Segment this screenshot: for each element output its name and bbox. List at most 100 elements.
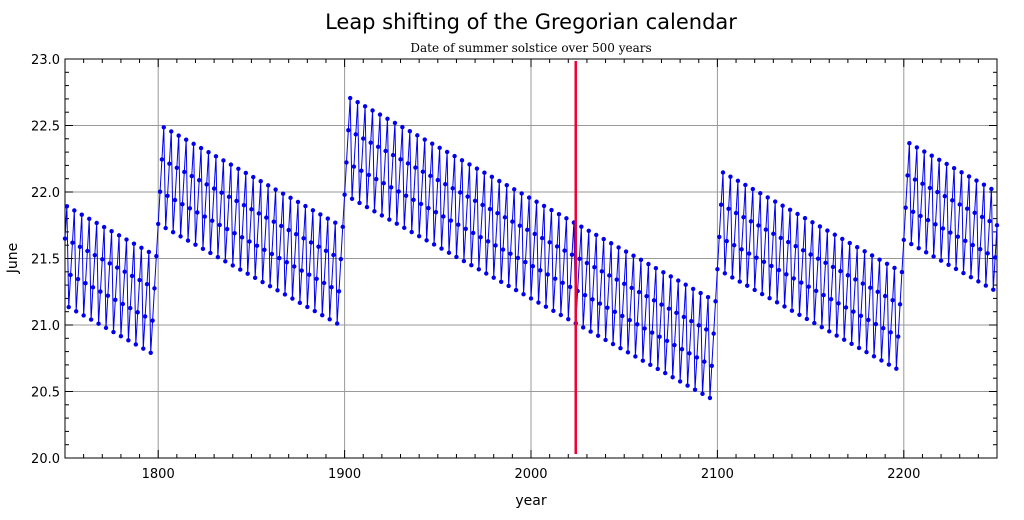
data-point: [433, 210, 439, 215]
data-point: [467, 162, 472, 167]
data-point: [886, 362, 892, 367]
data-point: [165, 193, 170, 199]
data-point: [381, 181, 386, 186]
data-point: [920, 181, 925, 186]
data-point: [379, 213, 385, 218]
data-point: [567, 284, 573, 290]
data-point: [683, 282, 688, 287]
data-point: [362, 104, 368, 109]
data-point: [275, 288, 280, 293]
data-point: [711, 331, 716, 336]
data-point: [752, 287, 757, 293]
data-point: [748, 219, 754, 224]
data-point: [495, 211, 500, 216]
data-point: [148, 350, 153, 355]
data-point: [405, 161, 411, 166]
data-point: [77, 244, 83, 250]
data-point: [264, 215, 269, 220]
data-point: [737, 279, 742, 284]
data-point: [396, 189, 401, 194]
data-point: [827, 329, 832, 334]
data-point: [105, 293, 111, 298]
data-point: [888, 330, 893, 335]
data-point: [780, 203, 785, 208]
data-point: [526, 195, 532, 200]
data-point: [955, 234, 961, 239]
data-point: [340, 224, 345, 230]
data-point: [530, 263, 536, 269]
data-point: [715, 266, 720, 272]
data-point: [366, 172, 372, 178]
data-point: [109, 229, 114, 234]
data-point: [991, 287, 996, 292]
data-point: [629, 285, 634, 291]
data-point: [538, 268, 543, 273]
data-point: [635, 322, 640, 327]
data-point: [735, 178, 741, 183]
data-point: [659, 302, 664, 307]
data-point: [767, 295, 772, 301]
data-point: [562, 248, 567, 253]
data-point: [554, 244, 560, 249]
data-point: [789, 308, 795, 313]
data-point: [838, 268, 843, 274]
data-point: [128, 305, 133, 311]
data-point: [569, 252, 575, 257]
data-point: [197, 178, 202, 183]
data-point: [625, 350, 631, 355]
data-point: [251, 174, 256, 180]
data-point: [718, 202, 724, 207]
data-point: [927, 185, 933, 191]
data-point: [400, 124, 405, 130]
data-point: [485, 239, 491, 244]
data-point: [258, 179, 263, 184]
data-point: [806, 284, 811, 289]
data-point: [508, 251, 513, 256]
data-point: [836, 301, 841, 306]
data-point: [605, 305, 610, 310]
data-point: [392, 120, 398, 126]
data-point: [344, 160, 349, 165]
solstice-series: [62, 95, 1000, 401]
data-point: [914, 145, 920, 150]
data-point: [122, 269, 127, 274]
data-point: [178, 234, 183, 239]
data-point: [897, 302, 903, 307]
data-point: [881, 326, 886, 331]
data-point: [465, 194, 470, 199]
data-point: [579, 224, 584, 229]
data-point: [443, 181, 448, 187]
data-point: [808, 252, 813, 257]
data-point: [640, 358, 646, 363]
chart-subtitle: Date of summer solstice over 500 years: [410, 41, 651, 55]
data-point: [193, 242, 198, 247]
data-point: [607, 273, 612, 278]
data-point: [899, 269, 905, 275]
data-point: [116, 233, 122, 238]
data-point: [912, 177, 918, 182]
data-point: [825, 228, 830, 233]
data-point: [646, 261, 651, 267]
data-point: [834, 333, 839, 338]
data-point: [614, 277, 619, 282]
data-point: [866, 317, 871, 323]
data-point: [759, 291, 765, 297]
data-point: [114, 265, 120, 270]
data-point: [318, 212, 323, 217]
data-point: [515, 255, 521, 261]
data-point: [539, 235, 545, 241]
data-point: [627, 317, 632, 323]
data-point: [271, 219, 276, 224]
data-point: [70, 240, 75, 245]
data-point: [985, 251, 990, 256]
data-point: [536, 300, 541, 305]
data-point: [224, 226, 230, 232]
data-point: [756, 223, 761, 228]
data-point: [644, 294, 649, 299]
data-point: [183, 137, 189, 142]
data-point: [342, 192, 347, 197]
data-point: [750, 186, 756, 192]
data-point: [217, 222, 222, 228]
data-point: [758, 191, 763, 196]
data-point: [167, 161, 172, 166]
